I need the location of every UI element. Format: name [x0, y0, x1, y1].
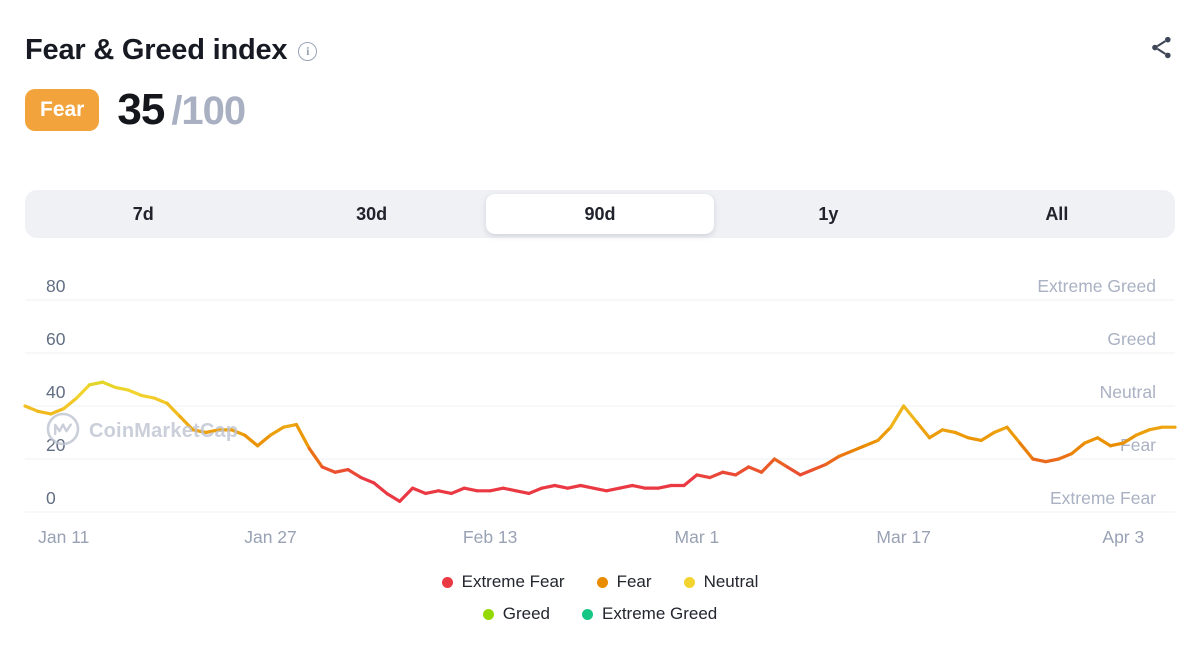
fear-dot-icon — [596, 576, 608, 588]
chart-x-axis-labels: Jan 11 Jan 27 Feb 13 Mar 1 Mar 17 Apr 3 — [38, 527, 1144, 547]
chart-legend: Extreme Fear Fear Neutral Greed Extreme … — [25, 570, 1175, 626]
tab-30d[interactable]: 30d — [356, 203, 388, 224]
legend-label: Extreme Fear — [461, 572, 565, 591]
info-icon[interactable]: i — [298, 41, 318, 61]
legend-row-2: Greed Extreme Greed — [482, 602, 718, 626]
chart-zone-labels: Extreme Fear Fear Neutral Greed Extreme Gree… — [1037, 276, 1156, 508]
x-tick-label: Mar 17 — [876, 527, 930, 547]
legend-row-1: Extreme Fear Fear Neutral — [441, 570, 759, 594]
x-tick-label: Jan 27 — [244, 527, 297, 547]
neutral-dot-icon — [683, 576, 695, 588]
tab-90d[interactable]: 90d — [485, 194, 715, 234]
zone-label: Fear — [1120, 435, 1156, 455]
y-tick-label: 40 — [46, 382, 66, 402]
legend-label: Fear — [616, 572, 652, 591]
y-tick-label: 0 — [46, 488, 56, 508]
index-value-wrap: 35 /100 — [117, 85, 246, 135]
y-tick-label: 20 — [46, 435, 66, 455]
legend-item-extreme-greed: Extreme Greed — [581, 602, 718, 626]
classification-badge: Fear — [25, 89, 100, 131]
x-tick-label: Mar 1 — [675, 527, 720, 547]
share-icon — [1148, 36, 1175, 64]
chart-area: 0 20 40 60 80 Extreme Fear Fear Neutral Greed Ext… — [0, 250, 1200, 550]
tab-1y[interactable]: 1y — [818, 203, 839, 224]
zone-label: Extreme Greed — [1037, 276, 1156, 296]
x-tick-label: Apr 3 — [1102, 527, 1144, 547]
legend-label: Extreme Greed — [601, 604, 718, 623]
extreme-greed-dot-icon — [581, 608, 593, 620]
tab-7d[interactable]: 7d — [132, 203, 154, 224]
legend-item-neutral: Neutral — [683, 570, 759, 594]
page-title: Fear & Greed index — [25, 33, 288, 66]
greed-dot-icon — [482, 608, 494, 620]
gauge-row: Fear 35 /100 — [25, 84, 1175, 136]
zone-label: Greed — [1107, 329, 1156, 349]
zone-label: Extreme Fear — [1050, 488, 1156, 508]
zone-label: Neutral — [1100, 382, 1156, 402]
index-denominator: /100 — [171, 89, 246, 133]
timeframe-tabs: 7d 30d 90d 1y All — [25, 190, 1175, 238]
chart-y-axis-labels: 0 20 40 60 80 — [46, 276, 66, 508]
x-tick-label: Jan 11 — [38, 527, 89, 547]
y-tick-label: 80 — [46, 276, 66, 296]
chart-line — [23, 380, 1177, 503]
legend-item-greed: Greed — [482, 602, 550, 626]
legend-item-extreme-fear: Extreme Fear — [441, 570, 565, 594]
legend-label: Neutral — [703, 572, 759, 591]
x-tick-label: Feb 13 — [463, 527, 517, 547]
title-wrap: Fear & Greed index i — [25, 28, 318, 72]
y-tick-label: 60 — [46, 329, 66, 349]
extreme-fear-dot-icon — [441, 576, 453, 588]
tab-all[interactable]: All — [1045, 203, 1069, 224]
header: Fear & Greed index i — [25, 28, 1175, 72]
chart-gridlines — [25, 299, 1175, 513]
legend-item-fear: Fear — [596, 570, 652, 594]
legend-label: Greed — [502, 604, 550, 623]
share-button[interactable] — [1148, 34, 1175, 64]
index-value: 35 — [117, 85, 165, 134]
